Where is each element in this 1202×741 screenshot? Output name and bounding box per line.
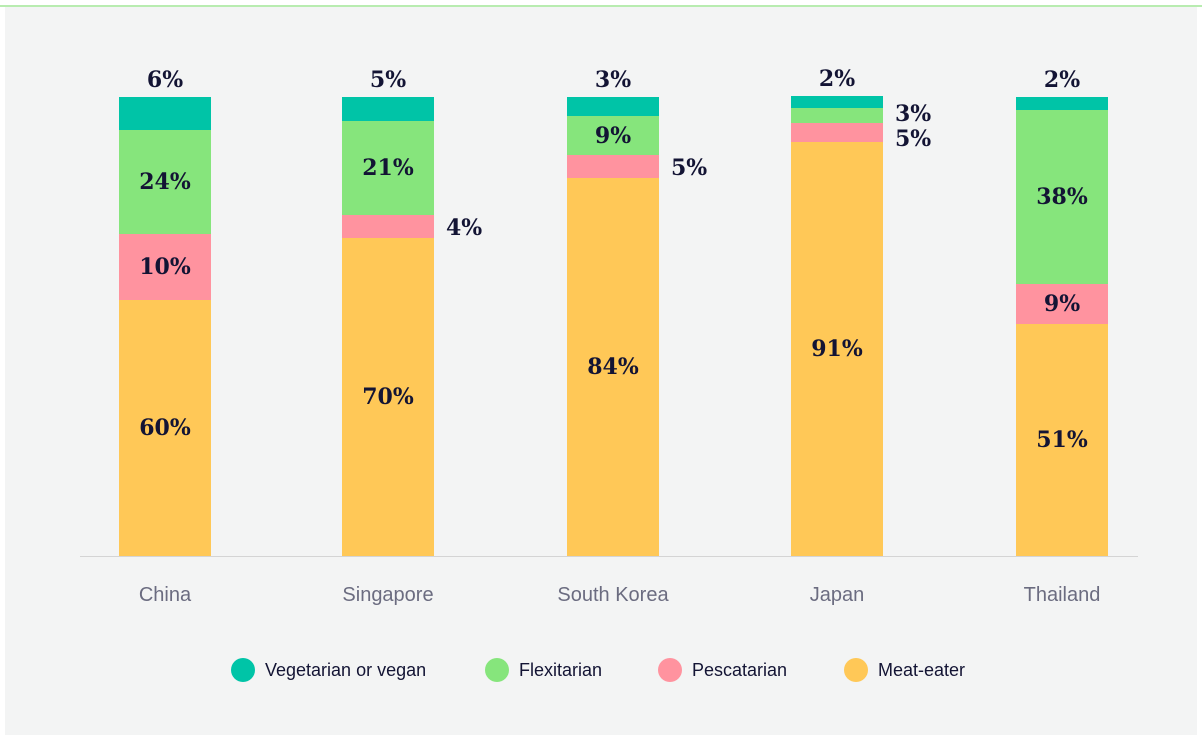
segment-meat-eater — [791, 142, 883, 556]
value-label: 38% — [1036, 184, 1088, 210]
value-label: 4% — [446, 214, 483, 241]
category-label-south-korea: South Korea — [557, 584, 669, 606]
legend-item-vegetarian: Vegetarian or vegan — [231, 658, 426, 682]
segment-flexitarian — [1016, 110, 1108, 284]
value-label: 21% — [362, 155, 414, 181]
segment-vegetarian — [791, 96, 883, 108]
segment-meat-eater — [119, 300, 211, 556]
segment-vegetarian — [1016, 97, 1108, 110]
segment-flexitarian — [119, 130, 211, 234]
value-label: 3% — [594, 67, 632, 93]
value-label: 2% — [818, 66, 856, 92]
legend-item-meat-eater: Meat-eater — [844, 658, 965, 682]
legend-swatch-icon — [231, 658, 255, 682]
legend-label: Flexitarian — [519, 659, 603, 680]
category-label-china: China — [138, 584, 192, 606]
legend-item-pescatarian: Pescatarian — [658, 658, 787, 682]
value-label: 5% — [671, 154, 708, 181]
value-label: 60% — [139, 415, 191, 441]
value-label: 24% — [139, 169, 191, 195]
value-label: 84% — [587, 354, 639, 380]
segment-vegetarian — [119, 97, 211, 130]
segment-pescatarian — [342, 215, 434, 238]
x-axis-line — [80, 556, 1138, 557]
category-label-thailand: Thailand — [1023, 584, 1101, 606]
segment-flexitarian — [567, 116, 659, 155]
legend-label: Pescatarian — [692, 659, 788, 680]
segment-meat-eater — [1016, 324, 1108, 556]
value-label: 6% — [146, 67, 184, 93]
value-label: 5% — [369, 67, 407, 93]
legend-swatch-icon — [844, 658, 868, 682]
segment-pescatarian — [119, 234, 211, 300]
segment-pescatarian — [567, 155, 659, 178]
segment-pescatarian — [1016, 284, 1108, 324]
segment-meat-eater — [342, 238, 434, 556]
value-label: 9% — [594, 122, 632, 149]
legend-swatch-icon — [485, 658, 509, 682]
segment-meat-eater — [567, 178, 659, 556]
chart-legend: Vegetarian or vegan Flexitarian Pescatar… — [0, 658, 1202, 684]
value-label: 5% — [895, 126, 932, 152]
top-accent-line — [0, 5, 1202, 7]
segment-flexitarian — [342, 121, 434, 215]
value-label: 51% — [1036, 427, 1088, 453]
legend-item-flexitarian: Flexitarian — [485, 658, 602, 682]
value-label: 10% — [139, 254, 191, 280]
value-label: 3% — [895, 101, 932, 127]
category-label-singapore: Singapore — [342, 584, 434, 606]
value-label: 2% — [1043, 67, 1081, 93]
legend-swatch-icon — [658, 658, 682, 682]
value-label: 70% — [362, 384, 414, 410]
segment-flexitarian — [791, 108, 883, 123]
value-label: 91% — [811, 336, 863, 362]
segment-vegetarian — [567, 97, 659, 116]
segment-pescatarian — [791, 123, 883, 142]
category-label-japan: Japan — [809, 584, 865, 606]
value-label: 9% — [1043, 291, 1081, 317]
segment-vegetarian — [342, 97, 434, 121]
legend-label: Meat-eater — [878, 659, 966, 680]
legend-label: Vegetarian or vegan — [265, 659, 427, 680]
